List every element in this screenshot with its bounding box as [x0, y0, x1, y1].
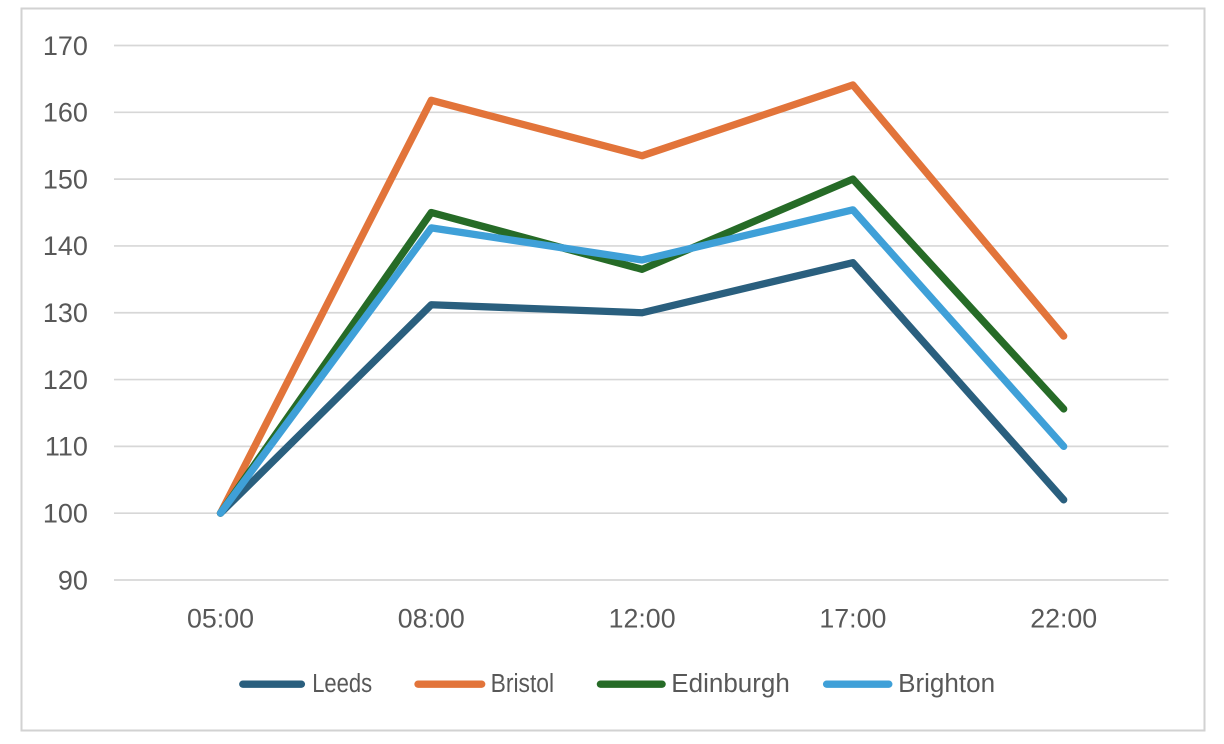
svg-text:140: 140	[43, 231, 88, 261]
svg-text:17:00: 17:00	[819, 604, 886, 634]
svg-text:110: 110	[45, 432, 88, 462]
svg-text:Leeds: Leeds	[312, 670, 372, 698]
svg-text:05:00: 05:00	[187, 604, 254, 634]
svg-text:Bristol: Bristol	[491, 670, 554, 698]
svg-text:130: 130	[43, 298, 88, 328]
svg-text:170: 170	[43, 31, 88, 61]
svg-text:150: 150	[43, 164, 88, 194]
svg-text:160: 160	[43, 98, 88, 128]
svg-text:08:00: 08:00	[398, 604, 465, 634]
svg-text:100: 100	[43, 499, 88, 529]
svg-text:Edinburgh: Edinburgh	[671, 670, 790, 698]
svg-text:90: 90	[58, 565, 88, 595]
svg-text:12:00: 12:00	[609, 604, 676, 634]
svg-text:Brighton: Brighton	[898, 670, 995, 698]
svg-text:22:00: 22:00	[1030, 604, 1097, 634]
svg-text:120: 120	[43, 365, 88, 395]
